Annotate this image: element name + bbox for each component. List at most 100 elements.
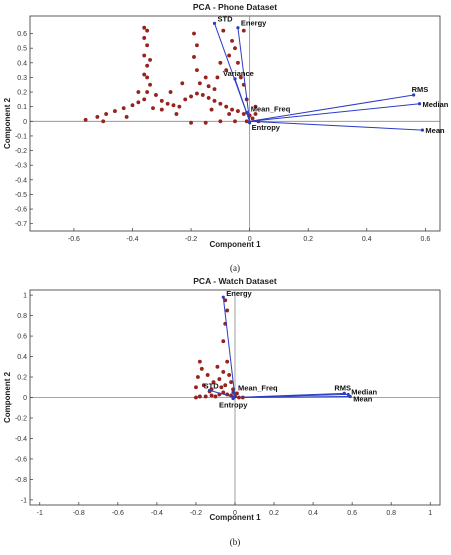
loading-vector-label: Mean xyxy=(353,394,373,403)
score-point xyxy=(168,90,173,95)
x-tick-label: 0.8 xyxy=(386,510,396,517)
score-point xyxy=(221,28,226,33)
x-tick-label: 0.4 xyxy=(362,236,372,243)
x-tick-label: 0.2 xyxy=(303,236,313,243)
y-tick-label: 0.2 xyxy=(17,375,27,382)
loading-vector xyxy=(249,94,414,122)
score-point xyxy=(142,72,147,77)
score-point xyxy=(136,90,141,95)
score-point xyxy=(189,94,194,99)
loading-vector-label: Entropy xyxy=(252,123,281,132)
loading-vector xyxy=(237,27,251,122)
y-tick-label: -0.2 xyxy=(15,148,27,155)
score-point xyxy=(145,43,150,48)
loading-vector xyxy=(222,297,236,398)
score-point xyxy=(200,93,205,97)
y-tick-label: -0.4 xyxy=(15,177,27,184)
x-tick-label: 1 xyxy=(428,510,432,517)
score-point xyxy=(229,380,234,385)
x-tick-label: -0.2 xyxy=(185,236,197,243)
score-point xyxy=(199,366,204,371)
loading-vector-tip xyxy=(420,128,425,132)
loading-vector xyxy=(249,103,420,122)
loading-vector-tip xyxy=(231,390,235,394)
loading-vector-tip xyxy=(212,21,217,25)
y-tick-label: 0.5 xyxy=(17,46,27,53)
score-point xyxy=(230,38,235,43)
score-point xyxy=(101,119,106,124)
score-point xyxy=(221,339,226,344)
y-tick-label: -0.4 xyxy=(15,436,27,443)
y-tick-label: -1 xyxy=(21,497,27,504)
score-point xyxy=(211,380,216,385)
loading-vector xyxy=(209,389,236,398)
score-point xyxy=(241,112,246,116)
score-point xyxy=(121,106,126,111)
loading-vector-label: STD xyxy=(218,14,234,23)
x-tick-label: 0 xyxy=(233,510,237,517)
score-point xyxy=(233,119,237,124)
y-tick-label: -0.6 xyxy=(15,456,27,463)
score-point xyxy=(145,90,150,95)
score-point xyxy=(112,109,117,114)
y-tick-label: -0.8 xyxy=(15,477,27,484)
score-point xyxy=(148,57,153,62)
score-point xyxy=(225,359,230,364)
y-tick-label: 0.6 xyxy=(17,334,27,341)
y-axis-label: Component 2 xyxy=(3,371,12,423)
loading-vector xyxy=(249,120,423,131)
phone-pca-panel: PCA - Phone Dataset -0.6 -0.4 -0.2 0 0.2 0.4 0.… xyxy=(3,2,449,273)
score-point xyxy=(142,35,147,40)
x-tick-label: -0.2 xyxy=(190,510,202,517)
loading-vector-label: Mean xyxy=(425,126,445,135)
score-point xyxy=(145,63,150,68)
score-point xyxy=(145,75,150,80)
loading-vector-label: Energy xyxy=(241,19,267,28)
loading-vector-tip xyxy=(221,295,225,299)
y-tick-label: 0.4 xyxy=(17,354,27,361)
chart-title: PCA - Phone Dataset xyxy=(193,2,277,12)
score-point xyxy=(194,385,198,390)
score-point xyxy=(215,75,220,80)
score-point xyxy=(183,97,188,102)
x-tick-label: -0.6 xyxy=(68,236,80,243)
score-point xyxy=(219,385,224,390)
loading-vector-tip xyxy=(417,102,422,106)
score-point xyxy=(142,97,147,102)
x-tick-label: -0.6 xyxy=(112,510,124,517)
score-point xyxy=(215,364,220,369)
score-point xyxy=(194,68,199,73)
loading-vector-label: Median xyxy=(351,387,377,396)
x-tick-label: -0.4 xyxy=(151,510,163,517)
y-axis-label: Component 2 xyxy=(3,97,12,149)
loading-vector xyxy=(234,395,351,398)
loading-vector-label: Energy xyxy=(226,289,252,298)
loading-vector-label: RMS xyxy=(412,85,429,94)
loading-vector-tip xyxy=(348,394,352,399)
y-tick-label: 0.6 xyxy=(17,31,27,38)
score-point xyxy=(180,81,185,86)
score-point xyxy=(227,373,232,377)
score-point xyxy=(203,75,208,80)
loading-vector-label: Median xyxy=(423,100,449,109)
loading-vector-tip xyxy=(248,121,252,125)
loading-vector-label: Mean_Freq xyxy=(251,105,291,114)
score-point xyxy=(174,112,179,116)
score-point xyxy=(192,55,196,59)
score-point xyxy=(235,109,240,114)
y-tick-label: 0.4 xyxy=(17,60,27,67)
score-point xyxy=(195,375,200,379)
score-point xyxy=(227,112,232,116)
score-point xyxy=(218,119,223,124)
chart-title: PCA - Watch Dataset xyxy=(193,276,277,286)
score-point xyxy=(197,394,202,399)
score-point xyxy=(224,68,229,73)
score-point xyxy=(142,25,147,30)
score-point xyxy=(136,100,141,105)
score-point xyxy=(206,84,211,89)
x-tick-label: 0.6 xyxy=(347,510,357,517)
score-point xyxy=(194,43,199,48)
subfigure-label: (b) xyxy=(230,537,241,547)
score-point xyxy=(253,104,258,109)
